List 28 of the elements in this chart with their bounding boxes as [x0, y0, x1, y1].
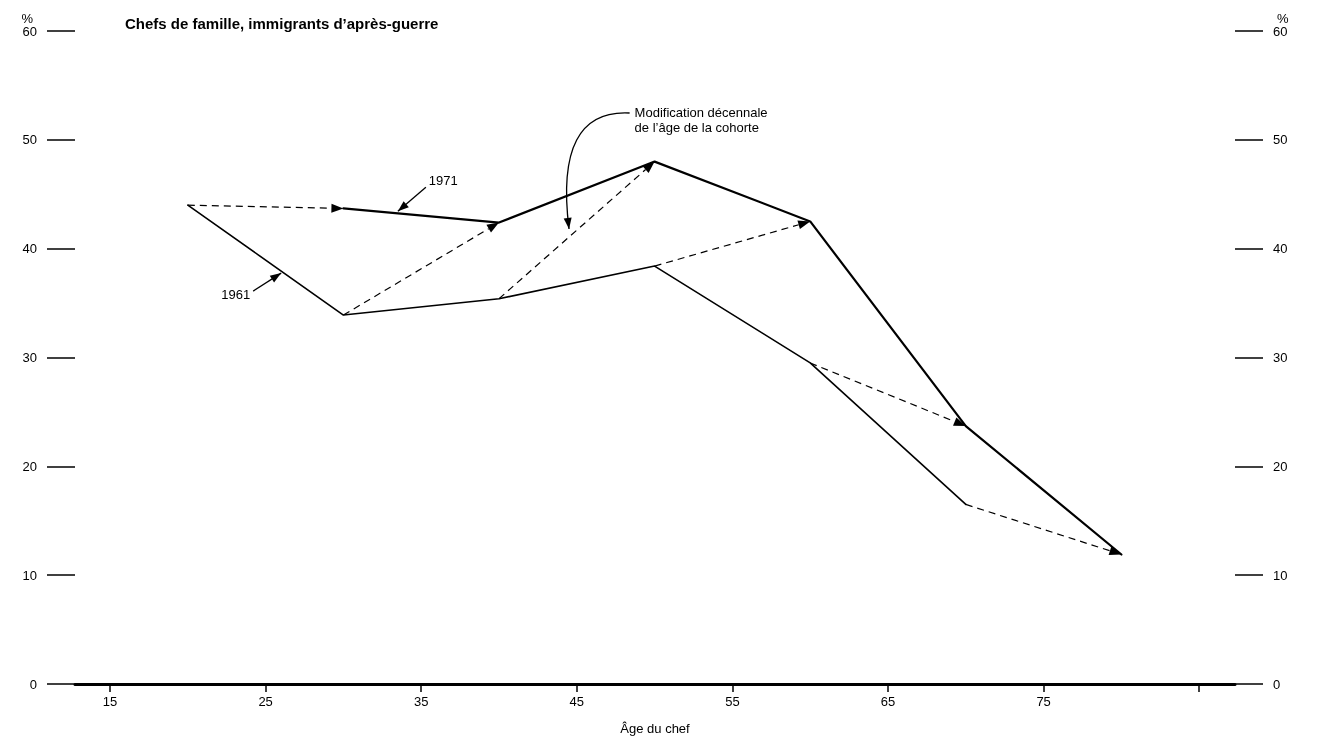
x-tick-label: 15: [102, 694, 118, 709]
y-tick-label: 30: [22, 350, 37, 365]
x-tick-label: 75: [1036, 694, 1051, 709]
y2-tick-label: 40: [1273, 241, 1288, 257]
y2-tick-label: 50: [1273, 132, 1288, 148]
y2-tick-label: 20: [1273, 458, 1288, 474]
y2-axis-title: %: [1277, 10, 1289, 26]
y-tick-label: 0: [29, 676, 37, 692]
x-axis-title: Âge du chef: [620, 721, 691, 736]
x-tick-label: 45: [569, 694, 585, 709]
x-tick-label: 55: [725, 694, 740, 709]
x-tick-label: 35: [413, 694, 429, 709]
chart-title: Chefs de famille, immigrants d’après-guerre: [125, 15, 439, 32]
y2-tick-label: 30: [1273, 350, 1288, 365]
y2-tick-label: 60: [1273, 23, 1288, 39]
y-tick-label: 60: [22, 23, 37, 39]
y2-tick-label: 0: [1273, 676, 1281, 692]
text: 1961: [221, 287, 251, 303]
x-tick-label: 25: [258, 694, 273, 709]
x-tick-label: 65: [880, 694, 896, 709]
y-tick-label: 10: [22, 567, 37, 583]
y2-tick-label: 10: [1273, 567, 1288, 583]
text: 1971: [428, 173, 458, 189]
y-tick-label: 40: [22, 241, 37, 257]
y-axis-title: %: [21, 10, 34, 26]
y-tick-label: 50: [22, 132, 37, 148]
y-tick-label: 20: [22, 458, 37, 474]
annotation: Modification décennale de l’âge de la cohorte: [634, 105, 768, 135]
